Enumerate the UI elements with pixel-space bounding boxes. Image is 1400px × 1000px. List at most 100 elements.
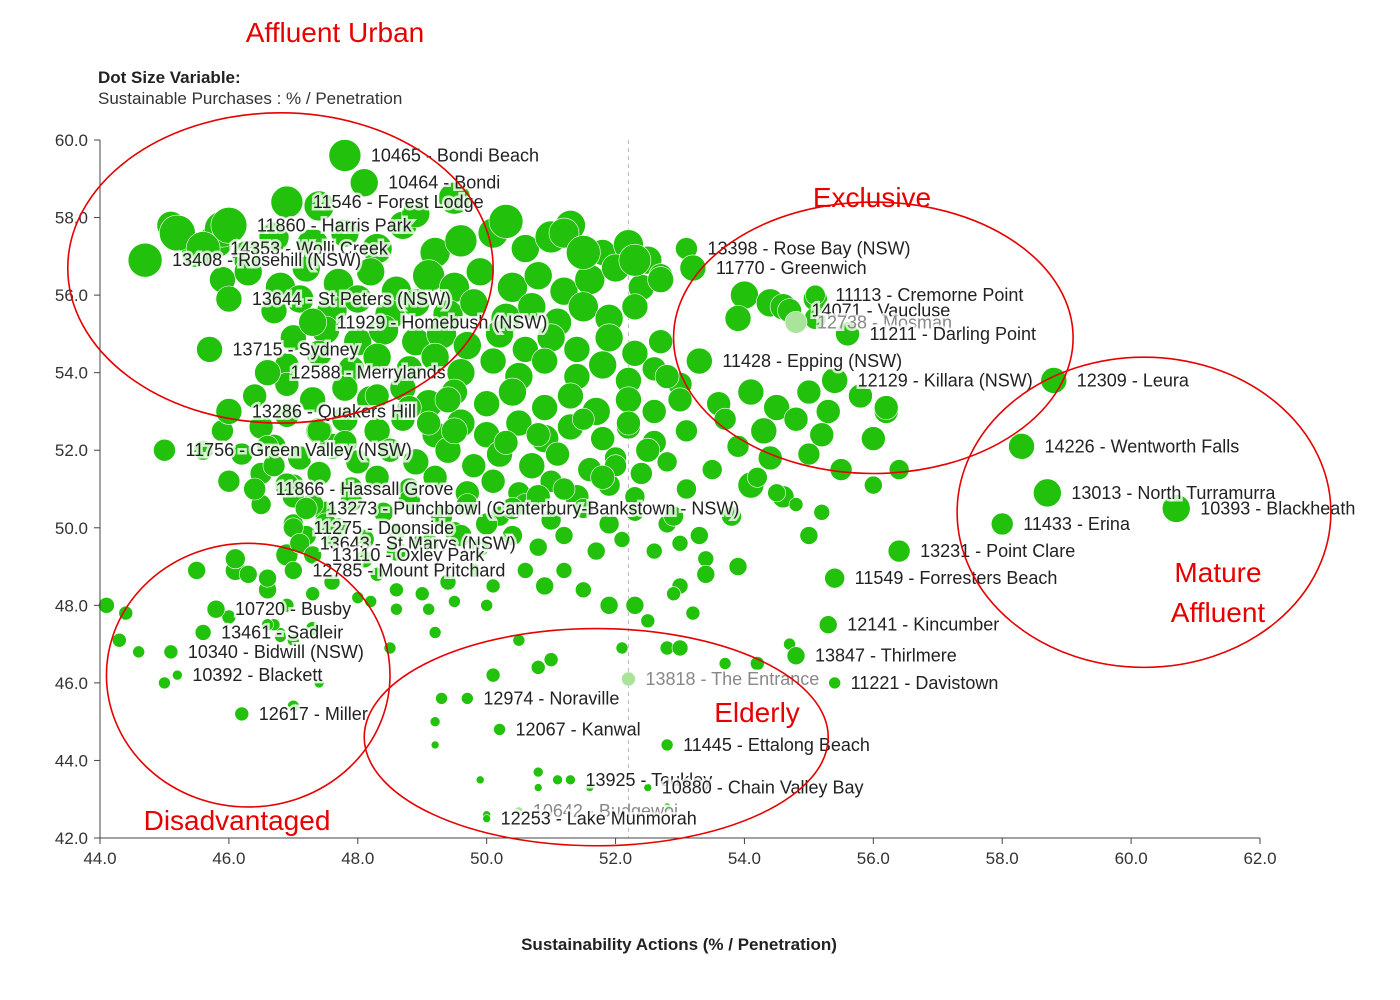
data-point xyxy=(303,190,335,222)
point-label: 13013 - North Turramurra xyxy=(1071,483,1276,503)
data-point xyxy=(466,563,482,578)
data-point xyxy=(386,540,407,562)
data-point xyxy=(475,775,485,785)
point-label: 10393 - Blackheath xyxy=(1200,498,1355,518)
data-point xyxy=(662,802,672,812)
data-point xyxy=(648,329,673,354)
data-point xyxy=(511,234,540,263)
data-point xyxy=(718,657,732,670)
data-point xyxy=(573,498,594,519)
data-point xyxy=(238,565,258,584)
data-point xyxy=(618,243,652,277)
data-point xyxy=(671,534,689,552)
data-point xyxy=(615,386,642,414)
data-point xyxy=(585,783,595,792)
data-point xyxy=(675,419,698,443)
data-point xyxy=(364,383,390,409)
labeled-data-point xyxy=(1161,494,1191,523)
x-tick-label: 46.0 xyxy=(212,849,245,868)
labeled-data-point xyxy=(243,477,266,501)
point-label: 12067 - Kanwal xyxy=(516,719,641,739)
data-point xyxy=(557,382,584,410)
data-point xyxy=(763,394,790,421)
y-axis-ticks: 42.044.046.048.050.052.054.056.058.060.0 xyxy=(55,131,100,848)
data-point xyxy=(696,565,716,584)
y-tick-label: 48.0 xyxy=(55,596,88,615)
point-label: 12309 - Leura xyxy=(1077,370,1190,390)
labeled-data-point xyxy=(805,284,826,306)
data-point xyxy=(387,522,406,541)
labeled-data-point xyxy=(196,336,223,363)
y-tick-label: 58.0 xyxy=(55,209,88,228)
point-label: 11113 - Cremorne Point xyxy=(835,285,1023,305)
point-label: 14071 - Vaucluse xyxy=(812,301,951,321)
data-point xyxy=(613,531,631,548)
labeled-data-point xyxy=(643,783,653,792)
data-point xyxy=(528,537,548,557)
data-point xyxy=(586,541,606,561)
point-label: 10465 - Bondi Beach xyxy=(371,146,539,166)
point-label: 10642 - Budgewoi xyxy=(533,801,678,821)
data-point xyxy=(861,426,886,451)
cluster-label: Disadvantaged xyxy=(144,805,331,836)
data-point xyxy=(377,437,403,463)
data-point xyxy=(532,766,544,778)
labeled-data-point xyxy=(298,307,327,337)
labeled-data-point xyxy=(686,347,713,375)
data-point xyxy=(434,386,462,414)
x-tick-label: 54.0 xyxy=(728,849,761,868)
data-point xyxy=(864,475,883,495)
labeled-data-point xyxy=(206,599,226,619)
data-point xyxy=(158,676,171,690)
data-point xyxy=(809,422,835,448)
x-tick-label: 52.0 xyxy=(599,849,632,868)
data-point xyxy=(274,403,300,428)
data-point xyxy=(233,257,263,287)
cluster-label: Affluent Urban xyxy=(246,17,425,48)
labeled-data-point xyxy=(621,671,636,687)
data-point xyxy=(517,292,547,322)
data-point xyxy=(797,442,821,466)
data-point xyxy=(456,493,479,516)
x-tick-label: 60.0 xyxy=(1115,849,1148,868)
data-point xyxy=(676,478,697,500)
data-point xyxy=(701,459,723,480)
cluster-ellipse xyxy=(672,201,1074,475)
data-point xyxy=(501,497,524,520)
data-point xyxy=(363,417,391,445)
data-point xyxy=(554,526,574,545)
data-point xyxy=(449,524,473,547)
point-label: 11211 - Darling Point xyxy=(870,324,1036,344)
data-point xyxy=(647,266,674,293)
y-tick-label: 54.0 xyxy=(55,364,88,383)
labeled-data-point xyxy=(254,359,281,386)
labeled-data-point xyxy=(493,723,506,736)
data-point xyxy=(225,548,246,570)
point-label: 11770 - Greenwich xyxy=(716,258,867,278)
data-point xyxy=(630,462,653,485)
data-point xyxy=(390,602,403,616)
data-point xyxy=(416,410,441,436)
data-point xyxy=(453,331,482,360)
labeled-data-point xyxy=(185,231,221,266)
data-point xyxy=(362,342,392,372)
data-point xyxy=(422,465,448,490)
data-points xyxy=(98,181,910,820)
x-tick-label: 58.0 xyxy=(986,849,1019,868)
data-point xyxy=(873,395,899,420)
point-label: 13231 - Point Clare xyxy=(920,541,1075,561)
data-point xyxy=(543,652,559,667)
data-point xyxy=(332,430,358,455)
data-point xyxy=(666,586,681,602)
cluster-ellipse xyxy=(363,627,830,847)
cluster-label: Elderly xyxy=(714,697,800,728)
data-point xyxy=(502,525,523,546)
data-point xyxy=(430,504,453,528)
cluster-ellipse xyxy=(66,112,494,424)
data-point xyxy=(480,468,506,494)
legend-subtitle: Sustainable Purchases : % / Penetration xyxy=(98,89,402,108)
point-label: 11428 - Epping (NSW) xyxy=(722,351,902,371)
data-point xyxy=(330,218,360,248)
data-point xyxy=(590,426,615,451)
y-tick-label: 52.0 xyxy=(55,441,88,460)
